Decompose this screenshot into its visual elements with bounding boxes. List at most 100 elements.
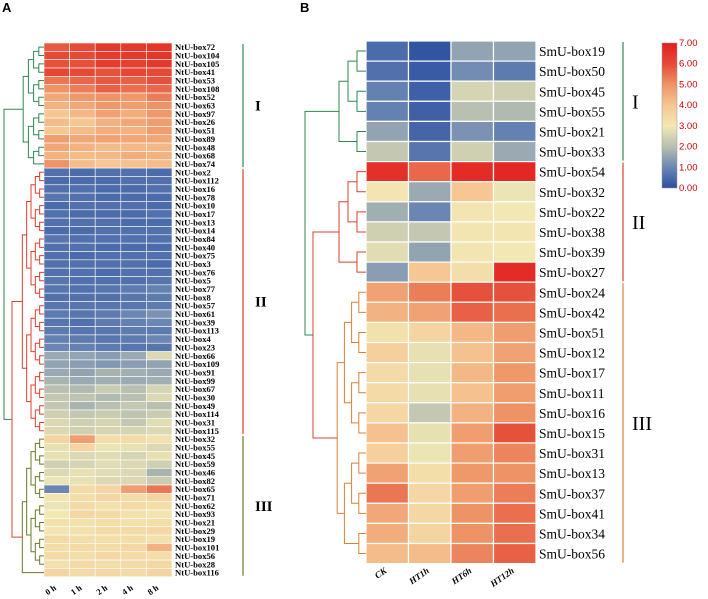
heatmap-cell xyxy=(450,261,495,283)
heatmap-cell xyxy=(407,80,452,102)
heatmap-cell xyxy=(146,151,173,161)
row-label: NtU-box76 xyxy=(175,267,216,277)
heatmap-cell xyxy=(43,51,70,60)
dendrogram-branch xyxy=(347,60,357,102)
heatmap-cell xyxy=(492,120,537,143)
heatmap-cell xyxy=(43,301,70,311)
dendrogram-branch xyxy=(39,388,44,398)
dendrogram-branch xyxy=(39,171,44,182)
heatmap-cell xyxy=(94,451,122,461)
row-label: SmU-box50 xyxy=(539,64,605,79)
heatmap-cell xyxy=(146,501,173,511)
heatmap-cell xyxy=(94,543,122,553)
heatmap-cell xyxy=(43,167,70,177)
column-label: 0 h xyxy=(43,582,58,597)
heatmap-cell xyxy=(120,367,147,377)
heatmap-cell xyxy=(43,359,70,369)
heatmap-cell xyxy=(120,209,147,219)
row-label: SmU-box33 xyxy=(539,145,605,160)
dendrogram-branch xyxy=(34,376,40,394)
row-label: NtU-box52 xyxy=(175,92,215,102)
heatmap-cell xyxy=(365,161,410,183)
dendrogram-branch xyxy=(39,538,44,549)
heatmap-cell xyxy=(365,201,410,223)
heatmap-cell xyxy=(146,342,173,352)
heatmap-cell xyxy=(69,167,96,177)
heatmap-cell xyxy=(450,120,495,143)
dendrogram-branch xyxy=(38,46,44,57)
heatmap-cell xyxy=(407,181,452,203)
heatmap-cell xyxy=(43,309,70,319)
heatmap-cell xyxy=(146,159,173,169)
dendrogram-branch xyxy=(38,80,44,90)
heatmap-cell xyxy=(120,134,147,144)
heatmap-cell xyxy=(69,142,96,152)
heatmap-cell xyxy=(146,101,173,111)
heatmap-cell xyxy=(120,559,147,569)
heatmap-cell xyxy=(94,292,122,302)
row-label: NtU-box65 xyxy=(175,484,215,494)
heatmap-cell xyxy=(120,334,147,344)
dendrogram-branch xyxy=(39,305,44,315)
heatmap-cell xyxy=(69,351,96,361)
dendrogram-branch xyxy=(34,175,40,194)
dendrogram-branch xyxy=(30,517,36,553)
heatmap-cell xyxy=(69,342,96,352)
heatmap-cell xyxy=(120,226,147,236)
dendrogram-branch xyxy=(39,505,44,515)
heatmap-cell xyxy=(407,281,452,303)
dendrogram-branch xyxy=(30,384,36,419)
heatmap-cell xyxy=(120,392,147,402)
heatmap-cell xyxy=(365,382,410,404)
heatmap-cell xyxy=(450,40,495,62)
row-label: NtU-box26 xyxy=(175,117,216,127)
heatmap-cell xyxy=(365,542,410,565)
dendrogram-branch xyxy=(38,146,44,157)
heatmap-cell xyxy=(69,417,96,427)
row-label: NtU-box68 xyxy=(175,151,216,161)
heatmap-cell xyxy=(94,334,122,344)
heatmap-cell xyxy=(120,184,147,194)
dendrogram-root-branch xyxy=(312,231,339,439)
heatmap-cell xyxy=(120,526,147,536)
heatmap-cell xyxy=(146,284,173,294)
heatmap-cell xyxy=(94,209,122,219)
heatmap-cell xyxy=(492,522,537,545)
heatmap-panel-a: NtU-box72NtU-box104NtU-box105NtU-box41Nt… xyxy=(3,42,273,597)
heatmap-cell xyxy=(94,109,122,119)
heatmap-cell xyxy=(43,242,70,252)
column-label: 1 h xyxy=(69,582,84,597)
heatmap-cell xyxy=(43,459,70,469)
heatmap-cell xyxy=(69,468,96,477)
heatmap-cell xyxy=(94,51,122,60)
column-label: HT12h xyxy=(488,565,516,589)
row-label: NtU-box4 xyxy=(175,334,212,344)
heatmap-cell xyxy=(43,451,70,461)
heatmap-cell xyxy=(94,92,122,102)
heatmap-cell xyxy=(146,468,173,477)
row-label: NtU-box116 xyxy=(175,568,220,578)
heatmap-cell xyxy=(146,276,173,286)
heatmap-cell xyxy=(43,326,70,336)
row-label: NtU-box61 xyxy=(175,309,215,319)
heatmap-cell xyxy=(43,284,70,294)
heatmap-cell xyxy=(407,402,452,424)
heatmap-cell xyxy=(407,341,452,364)
dendrogram-branch xyxy=(39,238,44,248)
row-label: NtU-box39 xyxy=(175,317,215,327)
heatmap-cell xyxy=(120,76,147,86)
heatmap-cell xyxy=(69,134,96,144)
row-label: NtU-box48 xyxy=(175,142,216,152)
heatmap-cell xyxy=(120,534,147,544)
heatmap-cell xyxy=(69,493,96,502)
colorbar: 0.00 1.00 2.00 3.00 4.00 5.00 6.00 7.00 xyxy=(661,38,698,194)
row-label: NtU-box101 xyxy=(175,543,219,553)
heatmap-cell xyxy=(94,267,122,277)
dendrogram-branch xyxy=(358,492,366,514)
heatmap-cell xyxy=(146,109,173,119)
heatmap-cell xyxy=(146,559,173,569)
heatmap-cell xyxy=(94,551,122,561)
heatmap-cell xyxy=(120,342,147,352)
